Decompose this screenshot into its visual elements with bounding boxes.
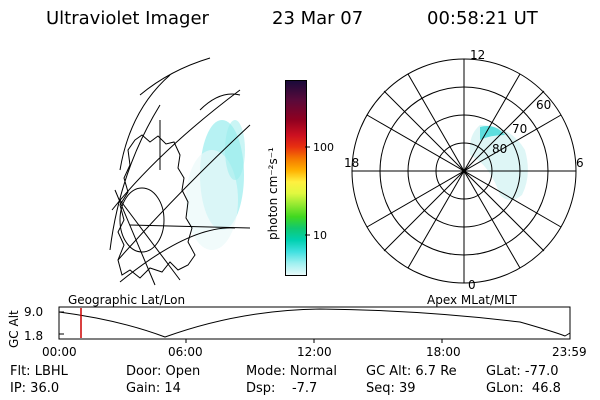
geographic-map bbox=[109, 57, 251, 286]
mlt-label-0: 0 bbox=[468, 278, 476, 292]
polar-plot: 12 18 6 0 60 70 80 bbox=[344, 48, 584, 292]
timeline-xtick-1200: 12:00 bbox=[297, 345, 332, 359]
observation-date: 23 Mar 07 bbox=[272, 8, 364, 29]
info-mode: Mode: Normal bbox=[246, 364, 337, 379]
coastline bbox=[117, 134, 196, 279]
info-gain: Gain: 14 bbox=[126, 381, 181, 396]
colorbar-unit: photon cm⁻²s⁻¹ bbox=[266, 147, 280, 240]
timeline-xtick-2359: 23:59 bbox=[552, 345, 587, 359]
observation-time: 00:58:21 UT bbox=[427, 8, 538, 29]
timeline-xtick-1800: 18:00 bbox=[426, 345, 461, 359]
info-glat: GLat: -77.0 bbox=[486, 364, 559, 379]
info-dsp: Dsp: -7.7 bbox=[246, 381, 318, 396]
mlt-label-6: 6 bbox=[576, 156, 584, 170]
mlt-label-12: 12 bbox=[470, 48, 485, 62]
info-door: Door: Open bbox=[126, 364, 201, 379]
colorbar-axis: 100 10 bbox=[305, 141, 334, 242]
mlt-label-18: 18 bbox=[344, 156, 359, 170]
colorbar-tick-10: 10 bbox=[313, 229, 327, 242]
instrument-title: Ultraviolet Imager bbox=[46, 8, 209, 29]
info-glon: GLon: 46.8 bbox=[486, 381, 561, 396]
colorbar-unit-label-wrap: photon cm⁻²s⁻¹ bbox=[266, 147, 280, 240]
altitude-timeline: GC Alt 9.0 1.8 00:00 06:00 12:00 18:00 2… bbox=[7, 305, 587, 359]
timeline-ytick-high: 9.0 bbox=[24, 305, 43, 319]
lat-label-60: 60 bbox=[536, 98, 551, 112]
info-ip: IP: 36.0 bbox=[10, 381, 60, 396]
geo-panel-label: Geographic Lat/Lon bbox=[68, 293, 186, 307]
info-filter: Flt: LBHL bbox=[10, 364, 68, 379]
timeline-ytick-low: 1.8 bbox=[24, 329, 43, 343]
colorbar bbox=[285, 80, 307, 276]
aurora-patch-geo bbox=[186, 120, 245, 250]
polar-panel-label: Apex MLat/MLT bbox=[427, 293, 517, 307]
lat-label-70: 70 bbox=[512, 122, 527, 136]
info-seq: Seq: 39 bbox=[366, 381, 416, 396]
altitude-curve bbox=[58, 308, 571, 338]
timeline-xtick-0000: 00:00 bbox=[42, 345, 77, 359]
info-gc-alt: GC Alt: 6.7 Re bbox=[366, 364, 457, 379]
timeline-ylabel: GC Alt bbox=[7, 310, 21, 348]
colorbar-tick-100: 100 bbox=[313, 141, 334, 154]
timeline-xtick-0600: 06:00 bbox=[168, 345, 203, 359]
lat-label-80: 80 bbox=[492, 142, 507, 156]
